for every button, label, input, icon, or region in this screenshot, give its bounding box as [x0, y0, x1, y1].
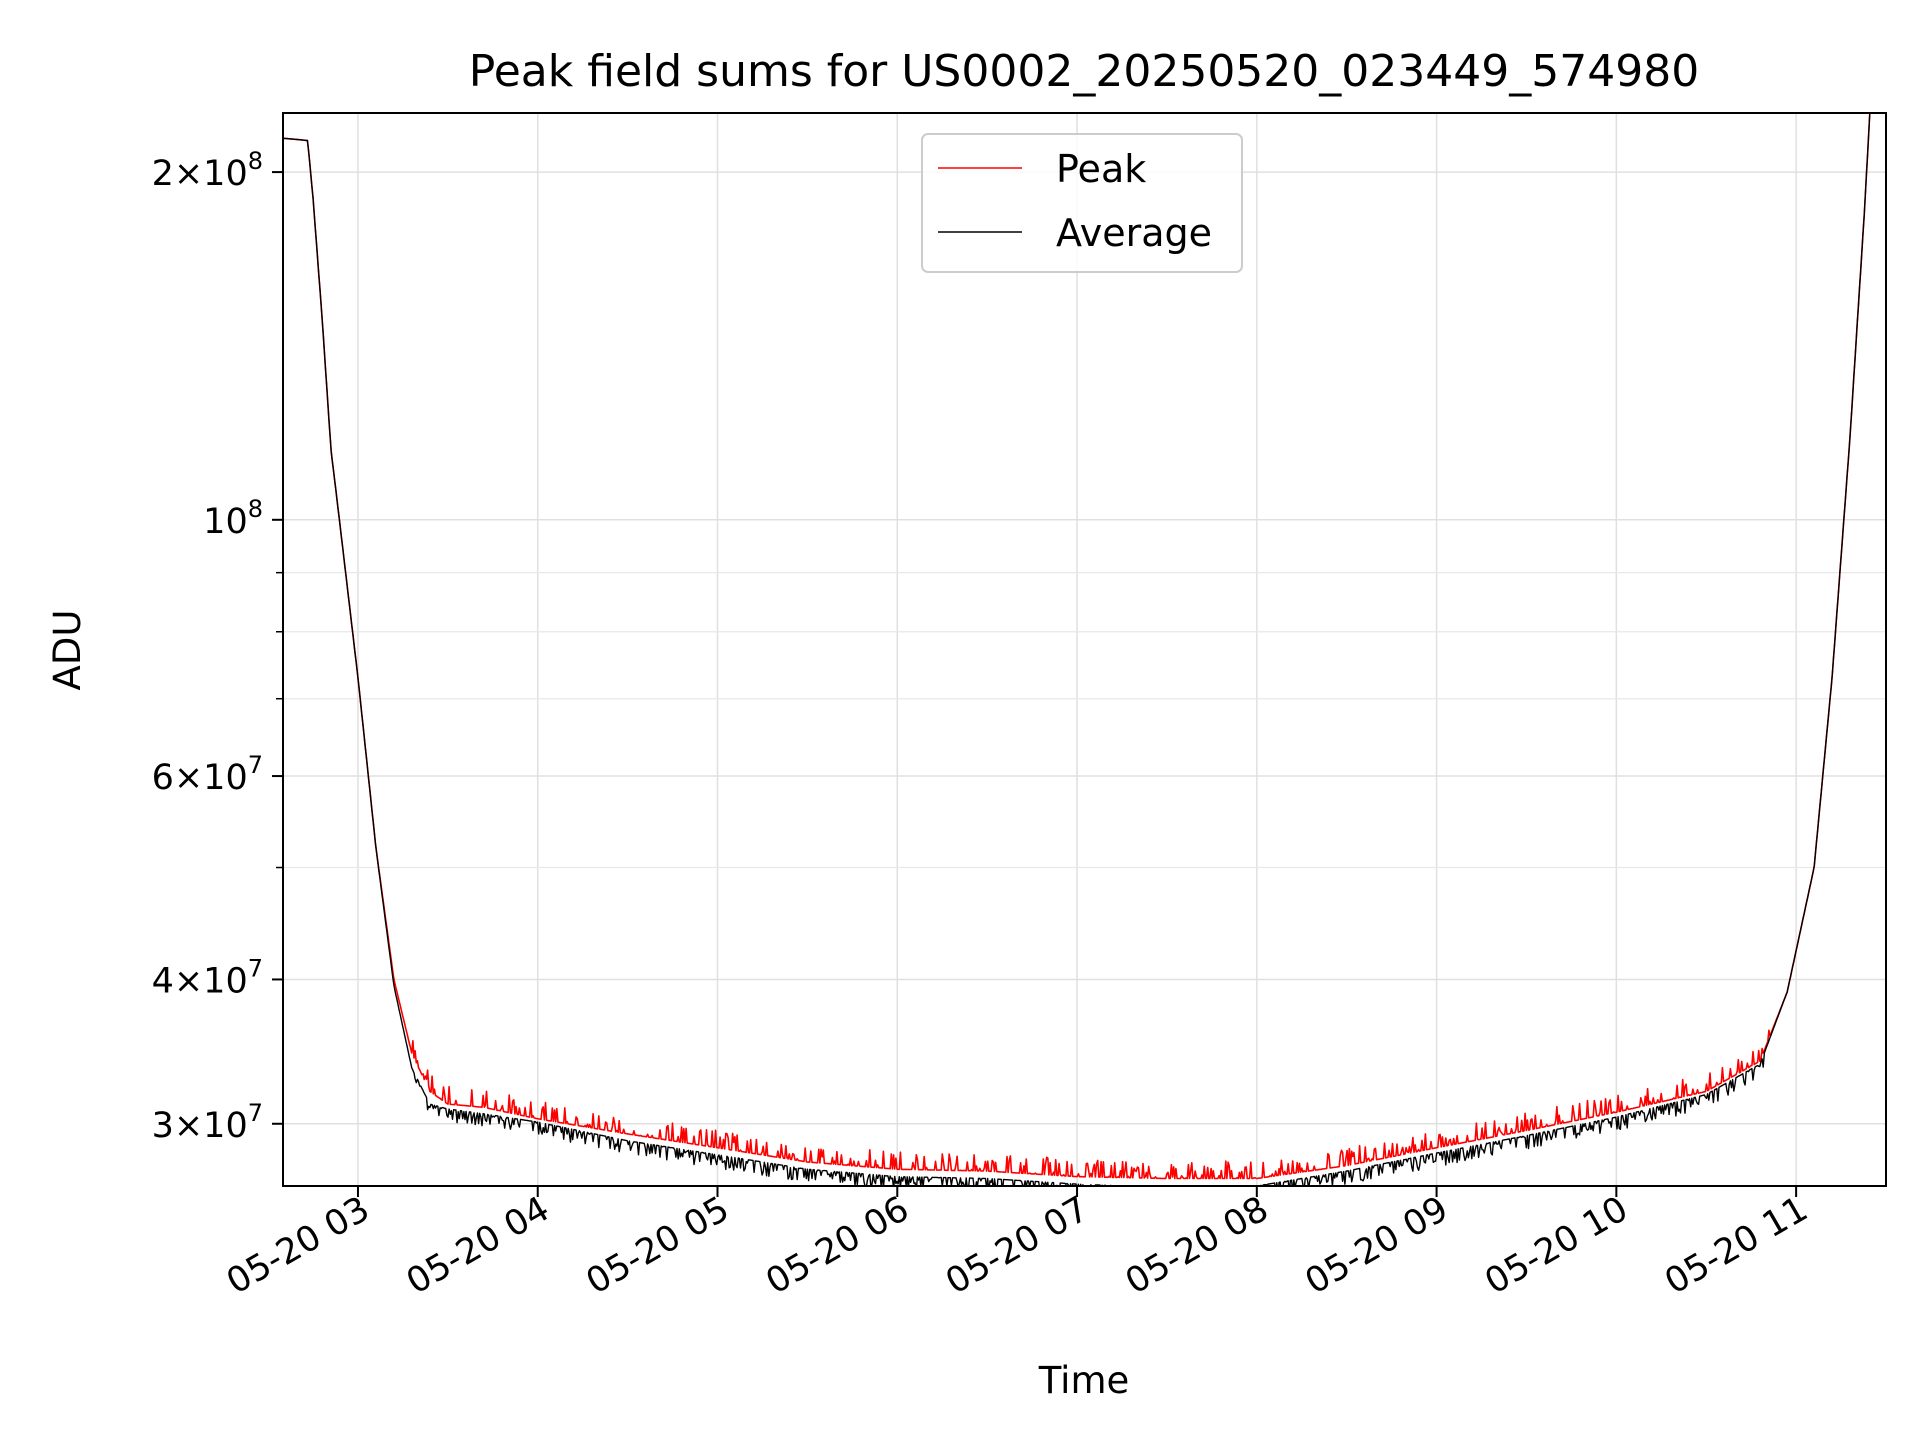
plot-frame	[282, 112, 1887, 1187]
legend-label-average: Average	[1056, 211, 1212, 255]
grid-lines	[283, 113, 1886, 1186]
y-axis-ticks: 3×107 4×107 6×107 108 2×108	[152, 147, 283, 1146]
series-layer	[283, 113, 1871, 1186]
y-tick-label: 6×107	[152, 751, 263, 798]
y-tick-label: 108	[203, 495, 263, 542]
y-axis-title: ADU	[46, 610, 89, 691]
legend-label-peak: Peak	[1056, 147, 1146, 191]
chart-title: Peak field sums for US0002_20250520_0234…	[469, 46, 1699, 97]
y-tick-label: 3×107	[152, 1099, 263, 1146]
x-axis-title: Time	[1038, 1359, 1130, 1402]
series-line-peak	[283, 113, 1871, 1180]
y-tick-label: 2×108	[152, 147, 263, 194]
plot-background	[283, 113, 1886, 1186]
y-tick-label: 4×107	[152, 954, 263, 1001]
legend: Peak Average	[921, 133, 1243, 273]
series-line-average	[283, 113, 1871, 1186]
